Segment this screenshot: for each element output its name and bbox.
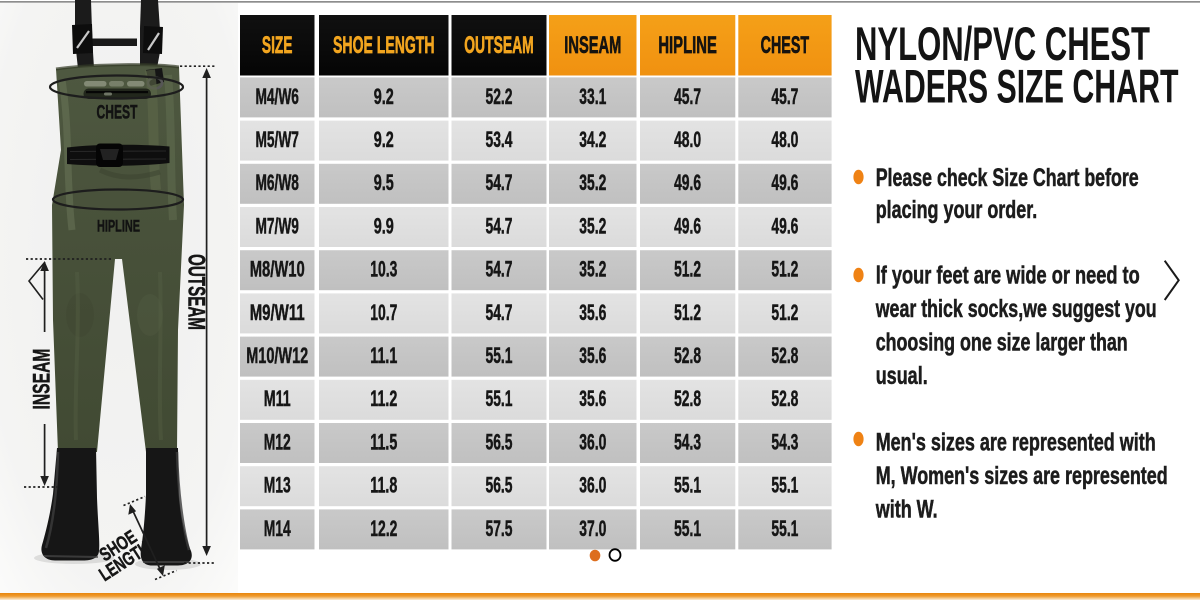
svg-text:M6/W8: M6/W8 <box>255 170 299 195</box>
svg-text:54.7: 54.7 <box>486 300 513 325</box>
svg-text:55.1: 55.1 <box>486 386 513 411</box>
svg-text:35.2: 35.2 <box>579 213 606 238</box>
svg-text:48.0: 48.0 <box>771 127 798 152</box>
svg-text:49.6: 49.6 <box>674 213 701 238</box>
svg-text:CHEST: CHEST <box>97 102 138 124</box>
svg-text:choosing one size larger than: choosing one size larger than <box>876 329 1128 357</box>
svg-text:WADERS SIZE CHART: WADERS SIZE CHART <box>855 60 1179 113</box>
svg-text:11.2: 11.2 <box>370 386 397 411</box>
svg-text:SHOE LENGTH: SHOE LENGTH <box>333 32 435 59</box>
svg-text:36.0: 36.0 <box>579 473 606 498</box>
svg-text:55.1: 55.1 <box>674 516 701 541</box>
svg-text:CHEST: CHEST <box>761 32 810 59</box>
svg-text:45.7: 45.7 <box>771 84 798 109</box>
svg-text:M9/W11: M9/W11 <box>250 300 305 325</box>
svg-text:Please check Size Chart before: Please check Size Chart before <box>876 164 1139 192</box>
svg-text:M12: M12 <box>264 429 291 454</box>
svg-text:49.6: 49.6 <box>771 213 798 238</box>
svg-text:9.5: 9.5 <box>374 170 394 195</box>
svg-text:55.1: 55.1 <box>771 473 798 498</box>
svg-text:35.6: 35.6 <box>579 386 606 411</box>
svg-text:M13: M13 <box>264 473 291 498</box>
svg-text:54.7: 54.7 <box>486 170 513 195</box>
svg-text:35.2: 35.2 <box>579 257 606 282</box>
svg-text:INSEAM: INSEAM <box>564 32 621 59</box>
svg-text:OUTSEAM: OUTSEAM <box>183 254 210 330</box>
svg-text:35.2: 35.2 <box>579 170 606 195</box>
svg-text:54.3: 54.3 <box>771 429 798 454</box>
svg-text:M, Women's sizes are represent: M, Women's sizes are represented <box>876 462 1168 490</box>
svg-text:placing your order.: placing your order. <box>876 196 1037 224</box>
svg-text:NYLON/PVC CHEST: NYLON/PVC CHEST <box>855 17 1150 70</box>
svg-text:HIPLINE: HIPLINE <box>658 32 717 59</box>
svg-text:M11: M11 <box>264 386 291 411</box>
svg-text:56.5: 56.5 <box>486 473 513 498</box>
svg-text:HIPLINE: HIPLINE <box>97 217 140 236</box>
svg-text:51.2: 51.2 <box>674 257 701 282</box>
svg-text:36.0: 36.0 <box>579 429 606 454</box>
svg-text:11.5: 11.5 <box>370 429 397 454</box>
svg-text:11.1: 11.1 <box>370 343 397 368</box>
svg-text:55.1: 55.1 <box>674 473 701 498</box>
svg-text:56.5: 56.5 <box>486 429 513 454</box>
svg-text:M4/W6: M4/W6 <box>255 84 299 109</box>
svg-text:37.0: 37.0 <box>579 516 606 541</box>
svg-text:M7/W9: M7/W9 <box>255 213 299 238</box>
svg-text:54.7: 54.7 <box>486 213 513 238</box>
svg-text:51.2: 51.2 <box>771 257 798 282</box>
svg-text:9.2: 9.2 <box>374 84 394 109</box>
svg-text:usual.: usual. <box>876 362 928 390</box>
svg-text:51.2: 51.2 <box>674 300 701 325</box>
svg-text:10.3: 10.3 <box>370 257 397 282</box>
svg-text:35.6: 35.6 <box>579 300 606 325</box>
svg-text:M5/W7: M5/W7 <box>255 127 299 152</box>
svg-text:33.1: 33.1 <box>579 84 606 109</box>
svg-text:wear thick socks,we suggest yo: wear thick socks,we suggest you <box>875 295 1157 323</box>
svg-text:12.2: 12.2 <box>370 516 397 541</box>
svg-text:INSEAM: INSEAM <box>29 349 56 410</box>
svg-text:49.6: 49.6 <box>674 170 701 195</box>
svg-text:Men's sizes are represented wi: Men's sizes are represented with <box>876 429 1156 457</box>
svg-text:55.1: 55.1 <box>771 516 798 541</box>
svg-text:52.8: 52.8 <box>674 386 701 411</box>
svg-text:OUTSEAM: OUTSEAM <box>464 32 534 59</box>
svg-text:45.7: 45.7 <box>674 84 701 109</box>
svg-text:35.6: 35.6 <box>579 343 606 368</box>
svg-text:54.3: 54.3 <box>674 429 701 454</box>
svg-text:M14: M14 <box>264 516 291 541</box>
svg-text:49.6: 49.6 <box>771 170 798 195</box>
svg-text:52.2: 52.2 <box>486 84 513 109</box>
svg-text:48.0: 48.0 <box>674 127 701 152</box>
svg-text:with W.: with W. <box>875 496 938 524</box>
svg-text:9.9: 9.9 <box>374 213 394 238</box>
svg-text:53.4: 53.4 <box>486 127 513 152</box>
svg-text:52.8: 52.8 <box>674 343 701 368</box>
svg-text:54.7: 54.7 <box>486 257 513 282</box>
svg-text:52.8: 52.8 <box>771 343 798 368</box>
svg-text:34.2: 34.2 <box>579 127 606 152</box>
svg-text:10.7: 10.7 <box>370 300 397 325</box>
svg-text:SIZE: SIZE <box>262 32 293 59</box>
svg-text:55.1: 55.1 <box>486 343 513 368</box>
svg-text:9.2: 9.2 <box>374 127 394 152</box>
svg-text:57.5: 57.5 <box>486 516 513 541</box>
svg-text:51.2: 51.2 <box>771 300 798 325</box>
svg-text:11.8: 11.8 <box>370 473 397 498</box>
svg-text:M8/W10: M8/W10 <box>250 257 305 282</box>
svg-text:52.8: 52.8 <box>771 386 798 411</box>
svg-text:lf your feet are wide or need: lf your feet are wide or need to <box>876 261 1140 289</box>
svg-text:M10/W12: M10/W12 <box>246 343 308 368</box>
